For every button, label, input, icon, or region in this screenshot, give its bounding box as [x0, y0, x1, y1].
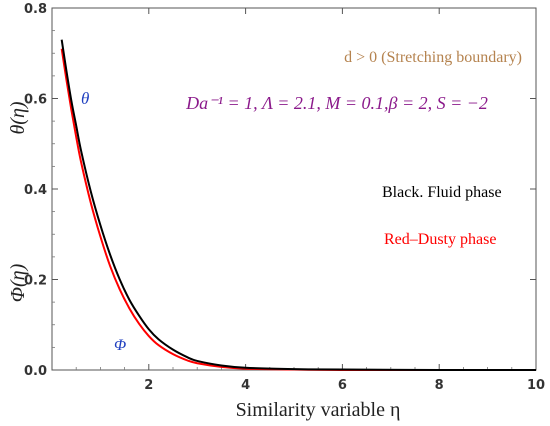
y-axis-title-bottom: Φ(η): [7, 263, 29, 302]
x-tick-label: 10: [527, 378, 545, 393]
legend-dusty-phase: Red–Dusty phase: [384, 231, 496, 248]
series-line-fluid-phase: [62, 40, 536, 370]
legend-fluid-phase: Black. Fluid phase: [382, 184, 502, 201]
parameters-annotation: Da⁻¹ = 1, Λ = 2.1, M = 0.1,β = 2, S = −2: [185, 93, 488, 113]
stretching-annotation: d > 0 (Stretching boundary): [344, 49, 522, 66]
x-tick-label: 6: [338, 378, 347, 393]
y-axis-title-top: θ(η): [7, 101, 29, 134]
y-tick-label: 0.8: [24, 2, 47, 17]
series-group: [62, 40, 536, 370]
x-tick-label: 8: [435, 378, 444, 393]
phi-curve-label: Φ: [114, 337, 126, 354]
theta-curve-label: θ: [81, 89, 89, 108]
y-tick-label: 0.4: [24, 183, 47, 198]
y-tick-label: 0.0: [24, 364, 47, 379]
x-axis-title: Similarity variable η: [236, 399, 401, 421]
x-tick-label: 4: [241, 378, 250, 393]
x-tick-label: 2: [144, 378, 153, 393]
